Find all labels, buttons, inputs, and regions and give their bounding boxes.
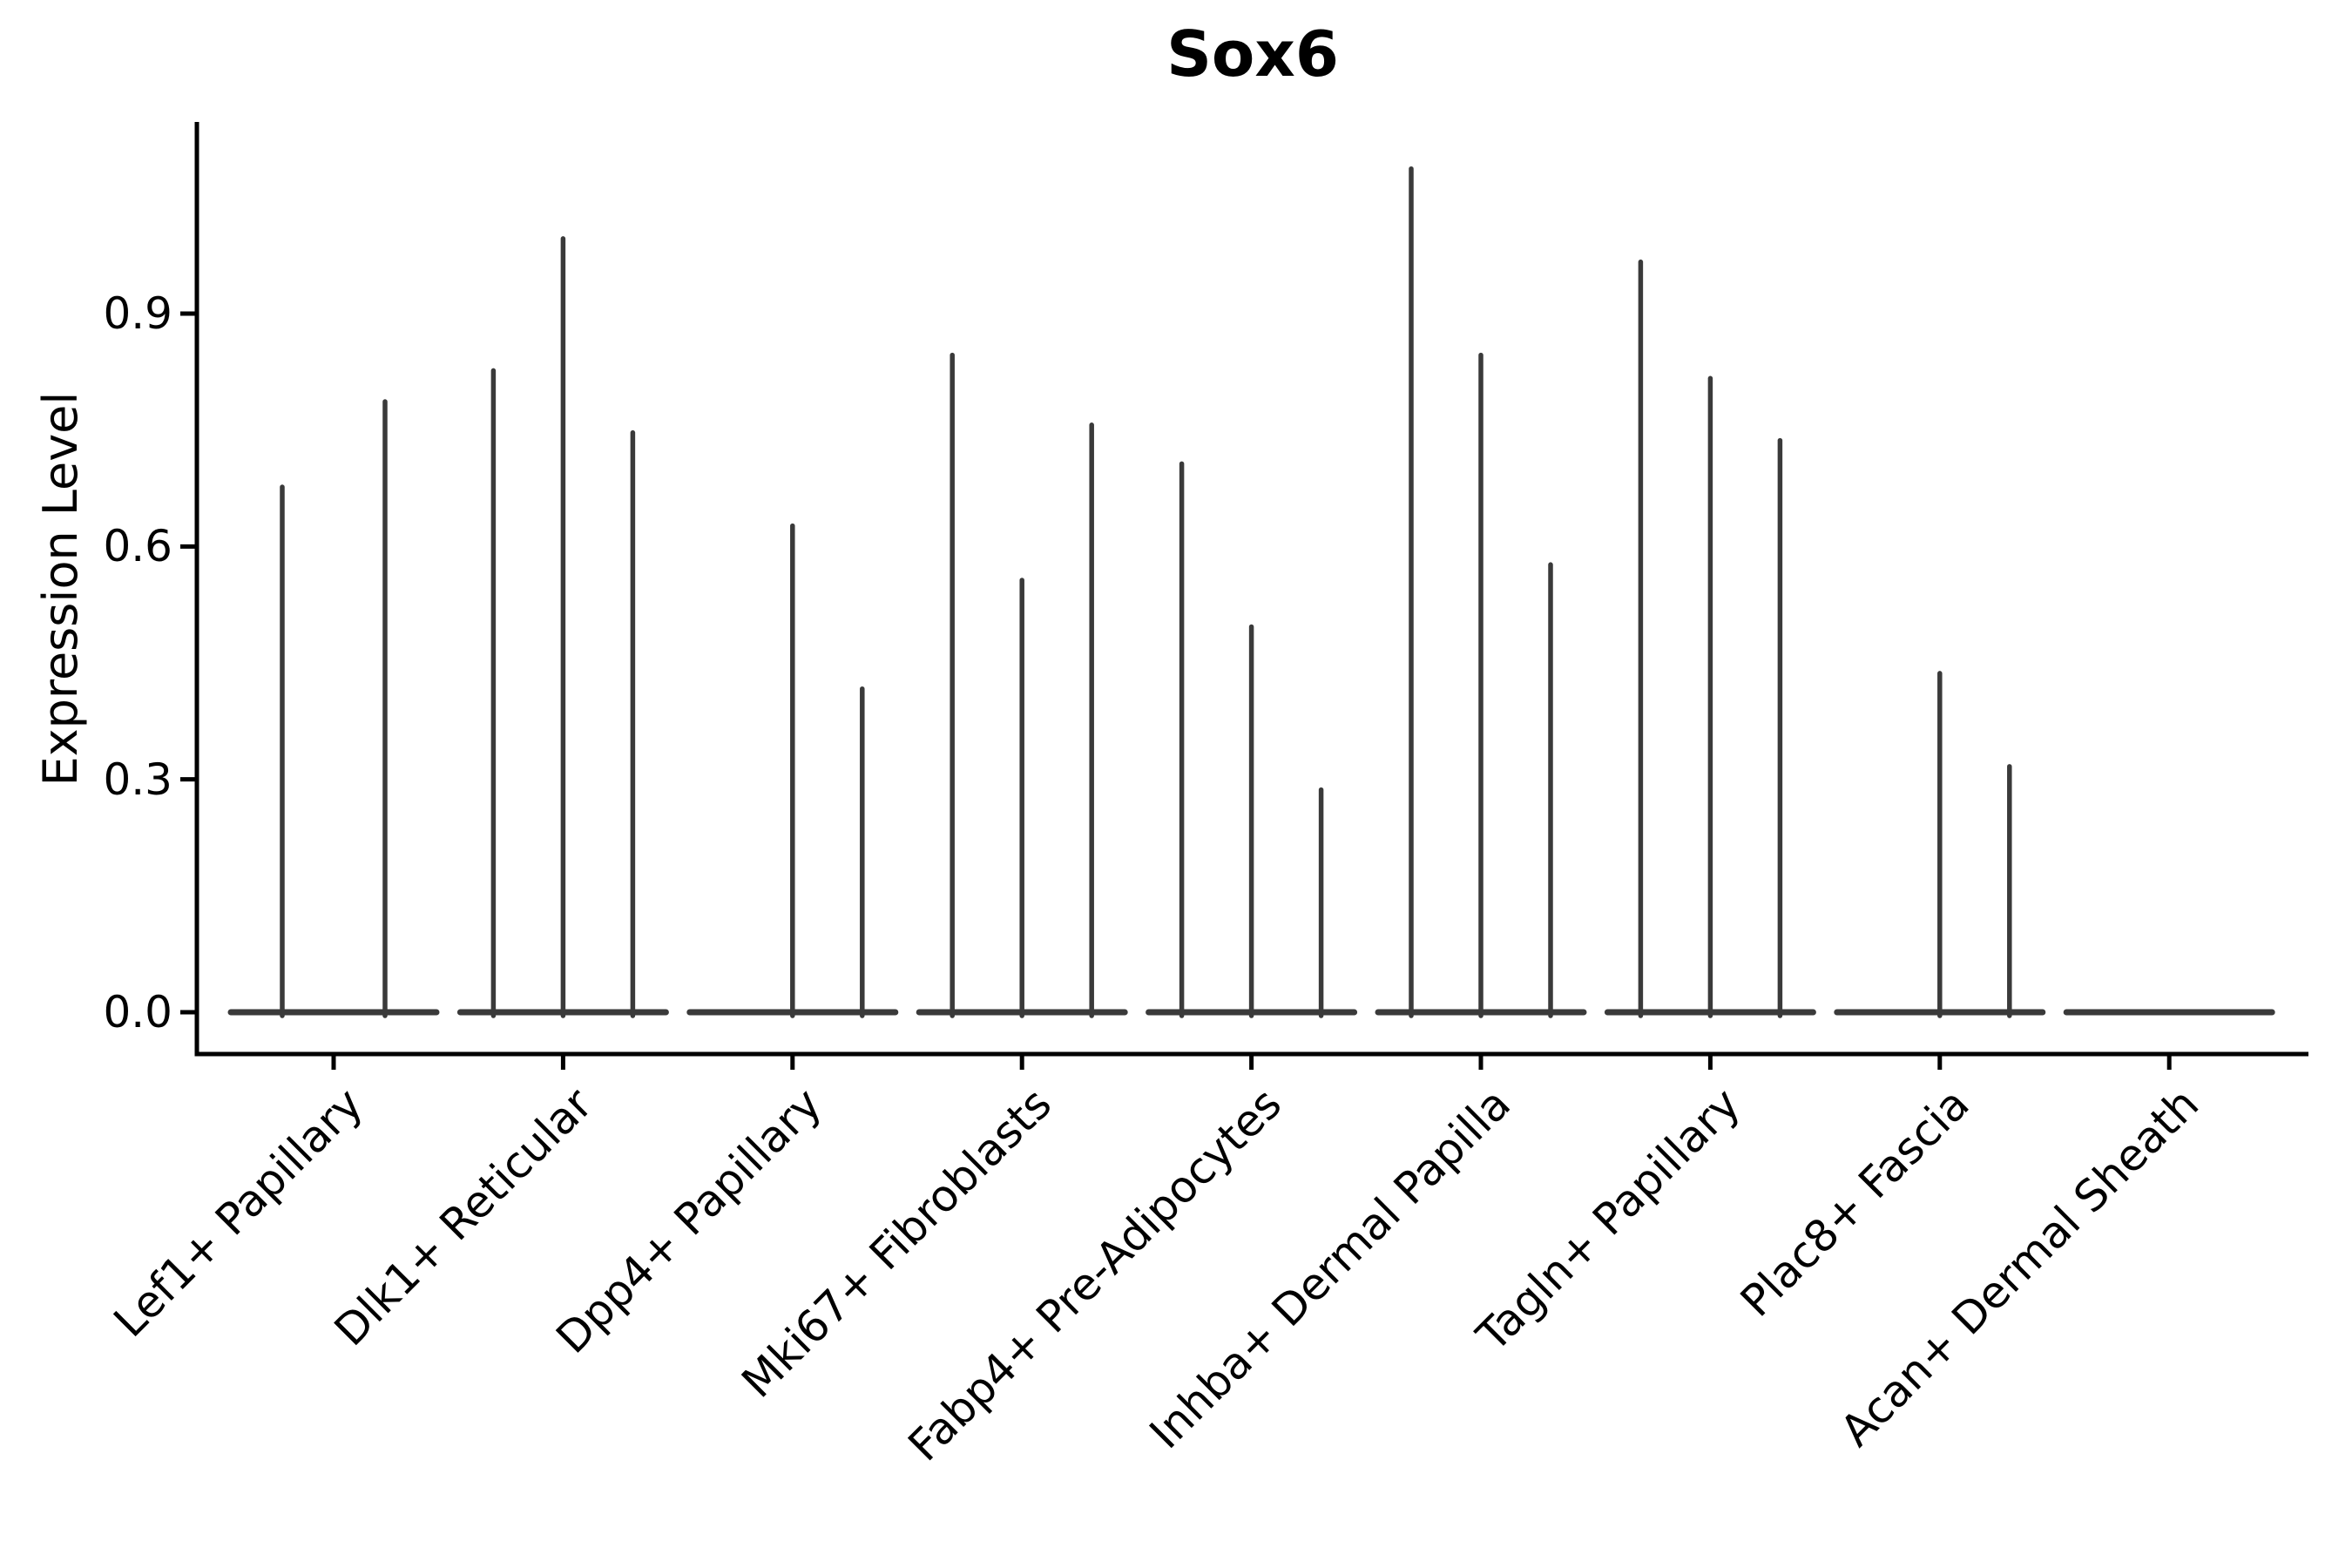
y-tick-label: 0.3: [103, 754, 172, 805]
violin-bodies: [227, 166, 2275, 1018]
y-tick-label: 0.6: [103, 521, 172, 572]
axis-ticks: [180, 311, 2172, 1070]
y-tick-label: 0.9: [103, 288, 172, 339]
y-tick-label: 0.0: [103, 987, 172, 1037]
chart-title: Sox6: [1166, 17, 1339, 91]
